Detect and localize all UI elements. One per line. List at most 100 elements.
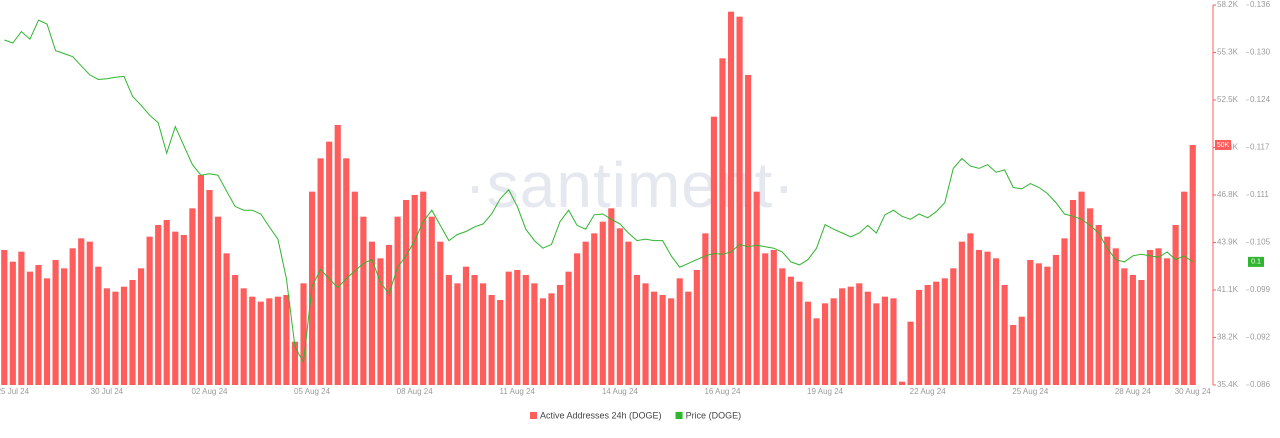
bar bbox=[984, 251, 991, 385]
bar bbox=[43, 278, 51, 385]
bar bbox=[1010, 325, 1017, 385]
bar bbox=[1078, 191, 1085, 385]
bar bbox=[975, 250, 983, 385]
bar bbox=[377, 258, 384, 385]
bar bbox=[420, 191, 427, 385]
bar bbox=[1138, 280, 1145, 385]
bar bbox=[86, 241, 93, 385]
bar bbox=[249, 296, 256, 385]
bar bbox=[821, 303, 829, 385]
bar bbox=[18, 251, 25, 385]
bar bbox=[582, 241, 589, 385]
bar bbox=[1189, 145, 1196, 385]
bar bbox=[531, 283, 538, 385]
bar bbox=[403, 200, 410, 385]
x-tick-label: 11 Aug 24 bbox=[500, 387, 536, 396]
y-tick-label: 41.1K bbox=[1217, 285, 1239, 294]
bar bbox=[26, 271, 34, 385]
bar bbox=[129, 280, 136, 385]
y-tick-label: 52.5K bbox=[1217, 95, 1239, 104]
bar bbox=[497, 300, 504, 385]
bar bbox=[266, 298, 273, 385]
bar bbox=[1027, 260, 1034, 385]
bar bbox=[95, 266, 102, 385]
bar bbox=[1052, 255, 1060, 385]
bar bbox=[1155, 248, 1162, 385]
bar bbox=[163, 220, 170, 385]
bar bbox=[1104, 236, 1111, 385]
x-tick-label: 25 Jul 24 bbox=[0, 387, 30, 396]
bar bbox=[9, 261, 16, 385]
legend: Active Addresses 24h (DOGE) Price (DOGE) bbox=[530, 410, 741, 420]
bar bbox=[505, 271, 512, 385]
bar bbox=[591, 233, 598, 385]
y-tick-label: 38.2K bbox=[1217, 333, 1239, 342]
bar bbox=[180, 235, 187, 385]
bar bbox=[172, 231, 179, 385]
bar bbox=[1146, 250, 1154, 385]
bar bbox=[437, 241, 444, 385]
bar bbox=[514, 270, 521, 385]
bar bbox=[1001, 285, 1008, 385]
bar bbox=[839, 288, 846, 385]
bar bbox=[69, 248, 76, 385]
bar bbox=[206, 190, 213, 385]
bar bbox=[1035, 263, 1042, 385]
value-tag-label: 50K bbox=[1217, 142, 1230, 149]
y2-tick-label: 0.099 bbox=[1250, 285, 1271, 294]
bar bbox=[454, 283, 461, 385]
price-line bbox=[4, 19, 1193, 364]
bar bbox=[813, 318, 820, 385]
bar bbox=[685, 291, 692, 385]
bar bbox=[35, 265, 42, 385]
bar bbox=[1044, 266, 1051, 385]
bar bbox=[1061, 238, 1068, 385]
bar bbox=[300, 283, 307, 385]
bar bbox=[941, 278, 948, 385]
y2-tick-label: 0.117 bbox=[1250, 143, 1270, 152]
bar bbox=[257, 301, 264, 385]
bar bbox=[650, 291, 658, 385]
bar bbox=[368, 241, 376, 385]
bar bbox=[1181, 191, 1188, 385]
value-tag bbox=[1215, 140, 1231, 150]
bar bbox=[574, 253, 581, 385]
legend-swatch bbox=[530, 412, 537, 419]
bar bbox=[958, 241, 965, 385]
bar bbox=[873, 303, 880, 385]
y2-tick-label: 0.092 bbox=[1250, 333, 1271, 342]
bar bbox=[283, 295, 290, 385]
bar bbox=[103, 288, 110, 385]
bar bbox=[599, 221, 606, 385]
bar bbox=[223, 253, 230, 385]
bar bbox=[881, 296, 889, 385]
bar bbox=[736, 16, 743, 386]
bar bbox=[804, 301, 812, 385]
bar bbox=[385, 245, 393, 385]
x-tick-label: 08 Aug 24 bbox=[397, 387, 434, 396]
bar bbox=[411, 195, 418, 385]
bar bbox=[291, 341, 299, 385]
bar bbox=[642, 283, 649, 385]
bar bbox=[659, 295, 666, 385]
bar bbox=[556, 285, 564, 385]
bar bbox=[1172, 225, 1179, 385]
bar bbox=[539, 298, 547, 385]
bar bbox=[61, 268, 68, 385]
bar bbox=[565, 271, 572, 385]
bar bbox=[112, 291, 119, 385]
bar bbox=[351, 191, 358, 385]
x-tick-label: 14 Aug 24 bbox=[602, 387, 639, 396]
bar bbox=[462, 266, 470, 385]
value-tag bbox=[1248, 256, 1264, 267]
bar bbox=[394, 216, 401, 385]
x-tick-label: 05 Aug 24 bbox=[294, 387, 331, 396]
bar bbox=[710, 116, 718, 386]
bar bbox=[950, 268, 957, 385]
bar bbox=[146, 236, 153, 385]
bar bbox=[992, 258, 1000, 385]
bar bbox=[702, 233, 709, 385]
bar bbox=[479, 283, 487, 385]
y2-tick-label: 0.136 bbox=[1250, 0, 1271, 9]
